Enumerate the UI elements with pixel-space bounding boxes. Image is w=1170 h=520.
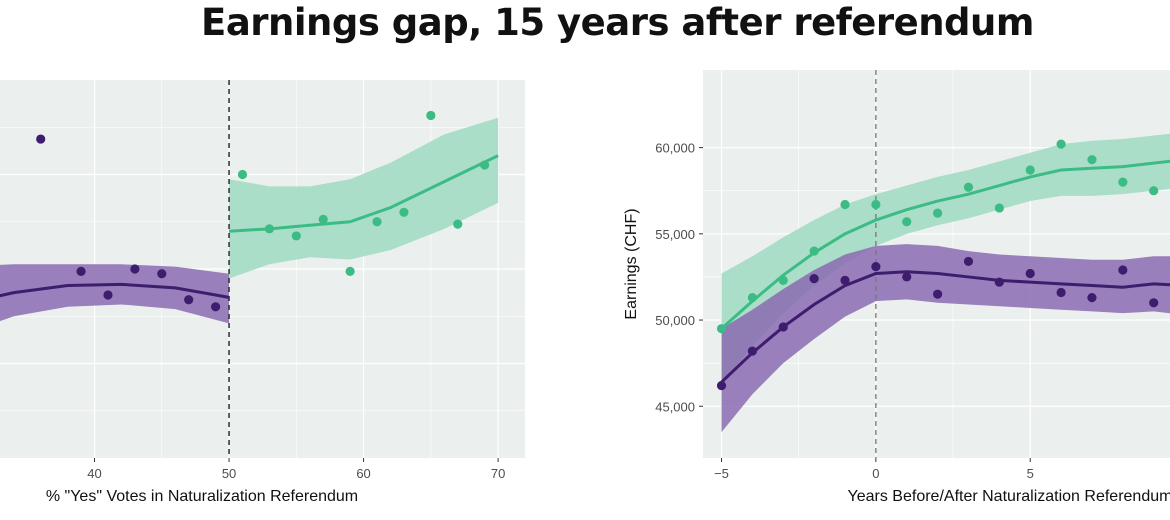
- data-point-green: [871, 199, 881, 210]
- data-point-purple: [747, 346, 757, 356]
- data-point-green: [840, 199, 850, 210]
- data-point-purple: [210, 302, 221, 312]
- data-point-purple: [1087, 293, 1097, 303]
- data-point-purple: [933, 289, 943, 299]
- x-tick-label: 40: [87, 466, 101, 481]
- data-point-purple: [716, 380, 727, 391]
- data-point-green: [994, 203, 1004, 213]
- data-point-green: [1056, 139, 1066, 149]
- x-tick-label: 5: [1027, 466, 1034, 481]
- data-point-purple: [994, 277, 1004, 287]
- fit-line-purple: [720, 270, 1170, 384]
- data-point-purple: [778, 322, 788, 332]
- data-point-green: [399, 207, 409, 217]
- data-point-purple: [184, 295, 194, 305]
- data-point-green: [291, 231, 301, 241]
- data-point-purple: [1118, 265, 1128, 275]
- data-point-green: [809, 246, 819, 256]
- y-tick-label: 55,000: [655, 227, 695, 242]
- x-tick-label: −5: [714, 466, 729, 481]
- data-point-purple: [809, 274, 819, 284]
- data-point-green: [933, 208, 943, 218]
- y-tick-label: 50,000: [655, 313, 695, 328]
- data-point-green: [318, 214, 328, 224]
- data-point-green: [1025, 165, 1035, 175]
- chart-panel-left: 40 50 60 70 % "Yes" Votes in Naturalization …: [0, 80, 525, 505]
- confidence-band-purple: [0, 264, 230, 324]
- data-point-purple: [1149, 298, 1159, 308]
- data-point-purple: [103, 290, 113, 300]
- data-point-green: [426, 110, 436, 121]
- data-point-green: [345, 266, 355, 276]
- data-point-purple: [963, 256, 974, 267]
- x-axis-label: % "Yes" Votes in Naturalization Referend…: [46, 488, 358, 505]
- data-point-purple: [902, 272, 912, 282]
- y-tick-label: 45,000: [655, 399, 695, 414]
- data-point-green: [963, 182, 974, 192]
- plot-area: [0, 80, 525, 458]
- data-point-purple: [840, 275, 850, 285]
- data-point-green: [778, 275, 788, 285]
- data-point-purple: [76, 266, 86, 276]
- confidence-band-green: [721, 133, 1170, 384]
- data-point-green: [237, 169, 248, 180]
- data-point-purple: [36, 134, 46, 144]
- data-point-purple: [1056, 287, 1066, 298]
- x-tick-label: 60: [356, 466, 370, 481]
- data-point-purple: [871, 261, 881, 272]
- data-point-green: [1087, 155, 1097, 165]
- data-point-purple: [157, 269, 167, 279]
- y-axis-label: Earnings (CHF): [623, 208, 640, 319]
- data-point-green: [372, 217, 382, 227]
- x-tick-label: 0: [872, 466, 879, 481]
- x-tick-label: 50: [222, 466, 236, 481]
- chart-title: Earnings gap, 15 years after referendum: [201, 1, 1034, 44]
- data-point-green: [480, 160, 490, 170]
- data-point-purple: [1025, 268, 1035, 279]
- data-point-green: [1118, 177, 1128, 187]
- data-point-green: [747, 293, 757, 303]
- data-point-green: [453, 219, 463, 229]
- fit-line-purple: [0, 282, 230, 299]
- data-point-green: [1149, 186, 1159, 196]
- x-axis-label: Years Before/After Naturalization Refere…: [848, 488, 1170, 505]
- data-point-purple: [130, 264, 140, 274]
- data-point-green: [264, 224, 275, 234]
- fit-line-green: [720, 159, 1170, 330]
- data-point-green: [902, 217, 912, 227]
- x-tick-label: 70: [491, 466, 505, 481]
- chart-panel-right: −5 0 5 45,000 50,000 55,000 60,000 Years Before…: [623, 70, 1170, 505]
- y-tick-label: 60,000: [655, 141, 695, 156]
- data-point-green: [716, 324, 727, 334]
- plot-area: [703, 70, 1170, 458]
